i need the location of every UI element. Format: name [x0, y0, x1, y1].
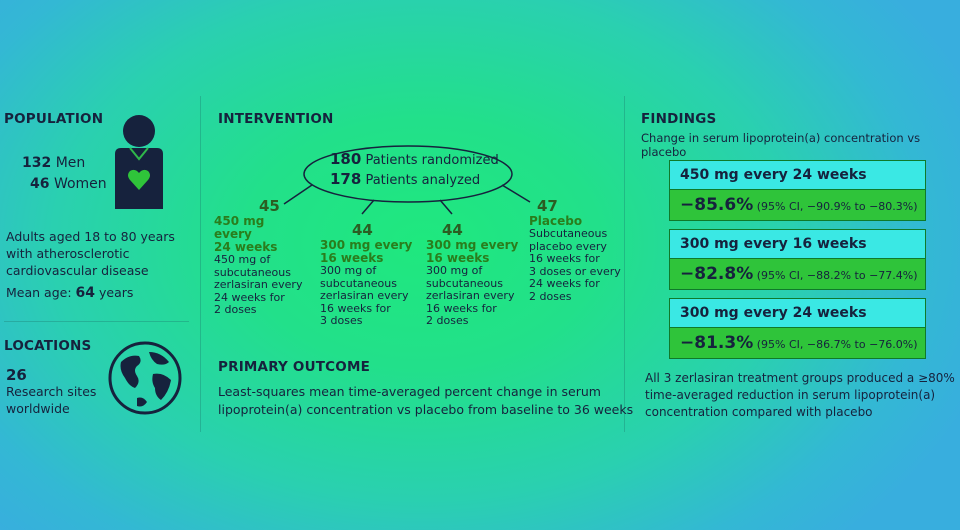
- finding-card-value-row: −85.6% (95% CI, −90.9% to −80.3%): [669, 189, 926, 221]
- arm-desc: subcutaneous: [426, 276, 503, 290]
- men-label: Men: [55, 155, 86, 171]
- finding-card-label: 300 mg every 24 weeks: [669, 298, 926, 327]
- finding-card: 300 mg every 24 weeks −81.3% (95% CI, −8…: [669, 298, 926, 359]
- finding-card: 300 mg every 16 weeks −82.8% (95% CI, −8…: [669, 229, 926, 290]
- findings-summary-line: time-averaged reduction in serum lipopro…: [645, 388, 936, 402]
- arm-dose-2: 24 weeks: [214, 240, 278, 254]
- finding-card-label: 300 mg every 16 weeks: [669, 229, 926, 258]
- randomized-count: 180: [330, 150, 362, 168]
- finding-card-ci: (95% CI, −90.9% to −80.3%): [756, 200, 918, 213]
- arm-desc: placebo every: [529, 239, 607, 253]
- person-icon: [115, 115, 163, 209]
- arm-desc: zerlasiran every: [214, 278, 303, 291]
- findings-summary-line: All 3 zerlasiran treatment groups produc…: [645, 371, 955, 385]
- arm-dose-1: 450 mg every: [214, 214, 265, 241]
- analyzed-count: 178: [330, 170, 362, 188]
- arm-desc: Subcutaneous: [529, 227, 608, 240]
- locations-heading: LOCATIONS: [4, 338, 92, 354]
- population-description: Adults aged 18 to 80 years with atherosc…: [6, 229, 175, 278]
- arm-n: 45: [259, 197, 280, 215]
- finding-card-value: −81.3%: [680, 333, 754, 353]
- arm-desc: 2 doses: [214, 303, 257, 316]
- finding-card-label: 450 mg every 24 weeks: [669, 160, 926, 189]
- finding-card: 450 mg every 24 weeks −85.6% (95% CI, −9…: [669, 160, 926, 221]
- analyzed-label: Patients analyzed: [365, 173, 481, 188]
- arm-3: 44 300 mg every 16 weeks 300 mg of subcu…: [426, 221, 522, 328]
- findings-subtitle: Change in serum lipoprotein(a) concentra…: [641, 131, 921, 159]
- arm-dose-1: 300 mg every: [426, 238, 519, 252]
- finding-card-value: −85.6%: [680, 195, 754, 215]
- arm-desc: 3 doses or every: [529, 264, 621, 278]
- primary-outcome-heading: PRIMARY OUTCOME: [218, 359, 371, 375]
- randomized-line: 180 Patients randomized: [330, 150, 499, 168]
- arm-desc: 450 mg of: [214, 253, 271, 266]
- finding-card-value-row: −82.8% (95% CI, −88.2% to −77.4%): [669, 258, 926, 290]
- arm-n: 44: [352, 221, 373, 239]
- arm-desc: 300 mg of: [320, 264, 377, 277]
- locations-count: 26: [6, 366, 27, 384]
- women-stat: 46 Women: [30, 176, 107, 192]
- finding-card-value: −82.8%: [680, 264, 754, 284]
- arm-n: 47: [537, 197, 558, 215]
- divider: [200, 96, 201, 432]
- men-stat: 132 Men: [22, 155, 85, 171]
- mean-age-label: Mean age:: [6, 285, 72, 300]
- arm-dose-1: 300 mg every: [320, 238, 413, 252]
- primary-outcome-line-2: lipoprotein(a) concentration vs placebo …: [218, 402, 634, 417]
- arm-dose-2: 16 weeks: [426, 251, 490, 265]
- randomized-label: Patients randomized: [365, 153, 499, 168]
- findings-summary-line: concentration compared with placebo: [645, 405, 873, 419]
- locations-label-2: worldwide: [6, 401, 70, 416]
- arm-desc: zerlasiran every: [426, 289, 515, 302]
- finding-card-value-row: −81.3% (95% CI, −86.7% to −76.0%): [669, 327, 926, 359]
- arm-desc: 24 weeks for: [529, 277, 600, 290]
- mean-age: Mean age: 64 years: [6, 285, 133, 301]
- arm-desc: zerlasiran every: [320, 289, 409, 302]
- arm-desc: subcutaneous: [214, 265, 291, 279]
- finding-card-ci: (95% CI, −86.7% to −76.0%): [756, 338, 918, 351]
- arm-placebo: 47 Placebo Subcutaneous placebo every 16…: [529, 197, 621, 303]
- randomization-diagram: [283, 145, 531, 215]
- locations-label-1: Research sites: [6, 384, 97, 399]
- findings-heading: FINDINGS: [641, 111, 717, 127]
- intervention-heading: INTERVENTION: [218, 111, 334, 127]
- findings-summary: All 3 zerlasiran treatment groups produc…: [645, 370, 955, 421]
- arm-1: 45 450 mg every 24 weeks 450 mg of subcu…: [214, 197, 304, 317]
- arm-desc: 24 weeks for: [214, 290, 285, 304]
- analyzed-line: 178 Patients analyzed: [330, 170, 480, 188]
- arm-desc: 2 doses: [529, 289, 572, 303]
- arm-n: 44: [442, 221, 463, 239]
- women-label: Women: [53, 176, 107, 192]
- finding-card-ci: (95% CI, −88.2% to −77.4%): [756, 269, 918, 282]
- population-heading: POPULATION: [4, 111, 104, 127]
- primary-outcome-line-1: Least-squares mean time-averaged percent…: [218, 384, 601, 399]
- arm-desc: 300 mg of: [426, 264, 483, 277]
- arm-dose-1: Placebo: [529, 214, 583, 228]
- arm-2: 44 300 mg every 16 weeks 300 mg of subcu…: [320, 221, 416, 328]
- men-count: 132: [22, 155, 52, 171]
- arm-dose-2: 16 weeks: [320, 251, 384, 265]
- arm-desc: 2 doses: [426, 314, 469, 327]
- arm-desc: 16 weeks for: [529, 252, 600, 265]
- women-count: 46: [30, 176, 50, 192]
- heart-icon: [128, 169, 150, 190]
- arm-desc: 16 weeks for: [426, 301, 497, 315]
- divider: [624, 96, 625, 432]
- arm-desc: subcutaneous: [320, 276, 397, 290]
- arm-desc: 16 weeks for: [320, 301, 391, 315]
- mean-age-unit: years: [98, 285, 134, 300]
- divider: [4, 321, 189, 322]
- mean-age-value: 64: [75, 285, 95, 301]
- arm-desc: 3 doses: [320, 314, 363, 327]
- globe-icon: [108, 341, 182, 415]
